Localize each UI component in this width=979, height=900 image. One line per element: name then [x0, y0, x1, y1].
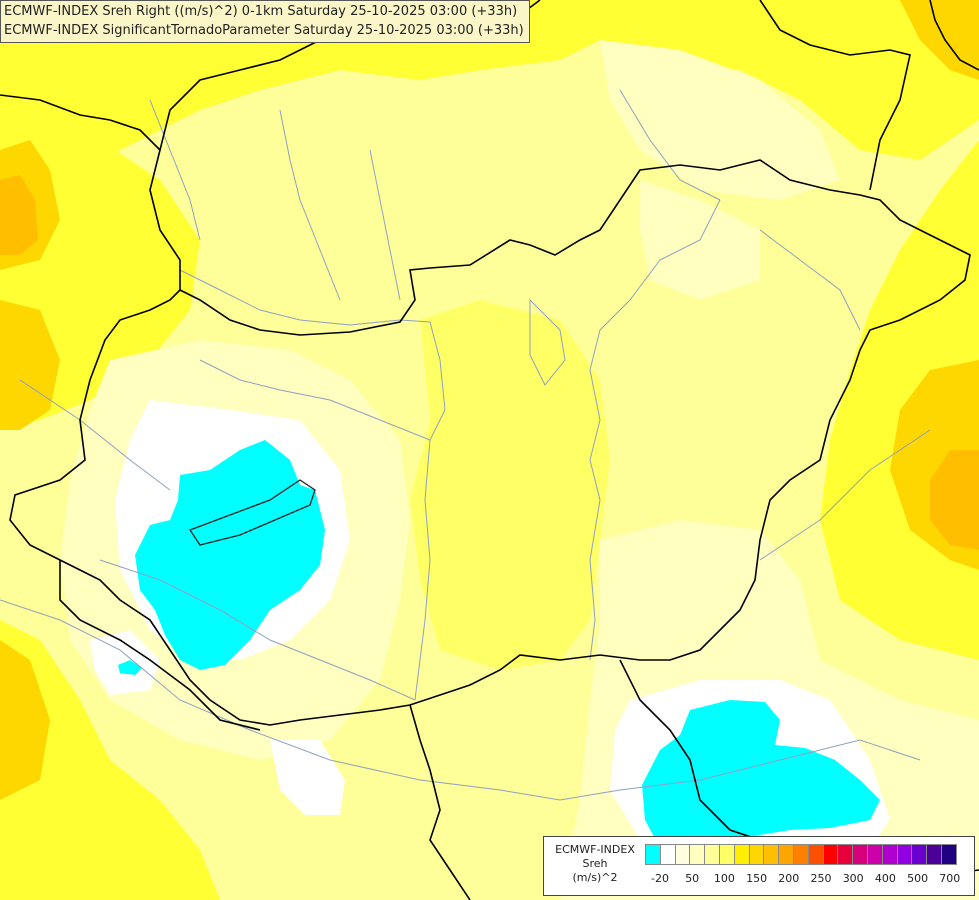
legend-swatch-9	[778, 844, 794, 865]
legend-swatch-20	[940, 844, 957, 865]
river-lake-outline	[529, 298, 566, 386]
sreh-field-pale-north	[600, 40, 840, 200]
legend-swatch-19	[926, 844, 942, 865]
map-title-box: ECMWF-INDEX Sreh Right ((m/s)^2) 0-1km S…	[0, 0, 530, 43]
legend-tick-1: 50	[685, 872, 700, 885]
legend-swatch-15	[866, 844, 883, 865]
legend-swatch-14	[852, 844, 868, 865]
legend-tick-8: 500	[907, 872, 929, 885]
river-southeast	[759, 429, 931, 561]
sreh-field-orange-east	[930, 450, 979, 550]
legend-tick-3: 150	[746, 872, 768, 885]
legend-tick-2: 100	[713, 872, 735, 885]
river-danube-bend	[414, 321, 446, 701]
legend-tick-0: -20	[651, 872, 669, 885]
map-title-line-1: ECMWF-INDEX Sreh Right ((m/s)^2) 0-1km S…	[4, 4, 518, 19]
legend-swatch-16	[881, 844, 898, 865]
legend-tick-labels: -20 50 100 150 200 250 300 400 500 700	[645, 872, 975, 888]
legend-swatch-6	[733, 844, 750, 865]
legend-tick-6: 300	[842, 872, 864, 885]
sreh-field-yellow-centre	[410, 300, 610, 670]
legend-swatch-13	[837, 844, 854, 865]
sreh-field-cyan-west-small	[118, 660, 142, 675]
legend-box: ECMWF-INDEX Sreh (m/s)^2 -20 50 100 150 200 2…	[543, 836, 975, 896]
sreh-field-orange-west	[0, 175, 38, 255]
river-northeast	[619, 89, 721, 201]
legend-source: ECMWF-INDEX	[555, 843, 635, 856]
legend-swatch-1	[659, 844, 676, 865]
legend-swatch-18	[911, 844, 928, 865]
river-southwest	[19, 379, 171, 491]
map-title-line-2: ECMWF-INDEX SignificantTornadoParameter …	[4, 23, 524, 38]
sreh-field-gold-west-2	[0, 300, 60, 430]
border-south-serbia	[409, 704, 471, 900]
border-hungary	[9, 159, 971, 726]
legend-tick-7: 400	[874, 872, 896, 885]
legend-swatch-4	[704, 844, 720, 865]
border-west-austria	[149, 149, 181, 290]
border-northeast-ukraine	[929, 0, 979, 71]
legend-swatch-12	[822, 844, 839, 865]
river-drava	[99, 559, 416, 701]
legend-swatch-17	[896, 844, 913, 865]
river-hron	[369, 149, 401, 301]
sreh-field-yellow-southwest	[0, 620, 220, 900]
legend-swatch-10	[792, 844, 809, 865]
river-raba	[199, 359, 431, 441]
stp-contour	[189, 479, 316, 546]
legend-color-bar	[645, 844, 957, 865]
legend-tick-5: 250	[810, 872, 832, 885]
river-east	[759, 229, 861, 331]
legend-swatch-5	[718, 844, 735, 865]
border-croatia	[59, 560, 261, 731]
legend-swatch-2	[674, 844, 691, 865]
legend-tick-9: 700	[939, 872, 961, 885]
legend-title: ECMWF-INDEX Sreh (m/s)^2	[548, 843, 642, 885]
legend-variable: Sreh	[582, 857, 608, 870]
legend-tick-4: 200	[778, 872, 800, 885]
legend-swatch-8	[763, 844, 780, 865]
sreh-field-gold-southwest	[0, 640, 50, 800]
legend-swatch-7	[748, 844, 765, 865]
legend-swatch-3	[689, 844, 706, 865]
legend-swatch-11	[807, 844, 824, 865]
river-vah	[279, 109, 341, 301]
rivers	[0, 89, 931, 801]
river-morava	[149, 99, 201, 241]
sreh-field-cyan-west	[135, 440, 325, 670]
river-tisza	[589, 199, 721, 661]
river-danube-north	[179, 269, 431, 326]
border-north-east	[759, 0, 911, 191]
river-south	[499, 739, 921, 801]
sreh-field-cyan-southeast	[642, 700, 880, 848]
legend-swatch-0	[645, 844, 661, 865]
legend-unit: (m/s)^2	[572, 871, 618, 884]
